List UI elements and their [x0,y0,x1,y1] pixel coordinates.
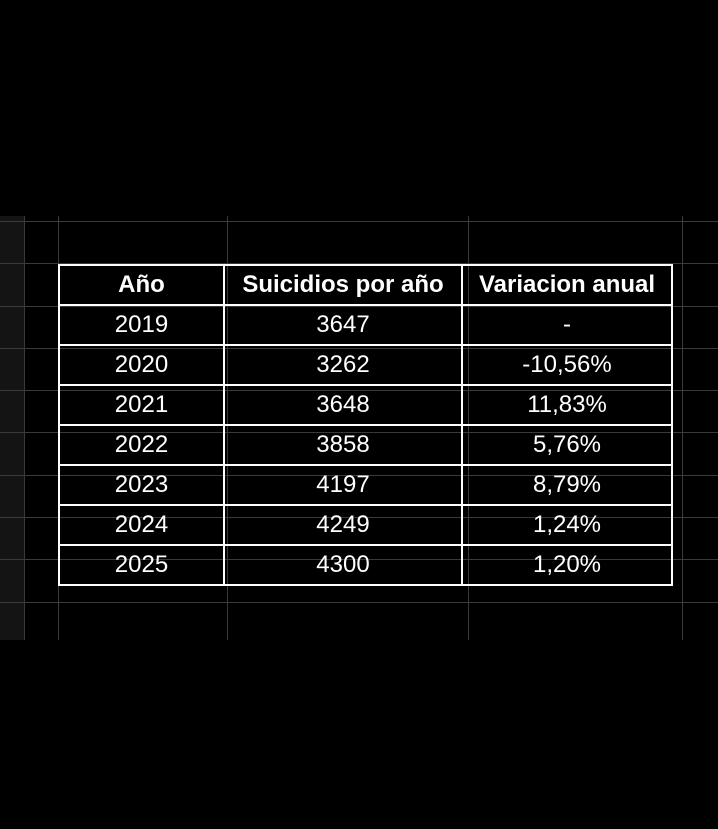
cell-variation[interactable]: 1,20% [461,544,673,586]
cell-year[interactable]: 2021 [58,384,225,426]
table-row: 2023 4197 8,79% [58,464,673,506]
header-cell-count[interactable]: Suicidios por año [223,264,463,306]
cell-year[interactable]: 2023 [58,464,225,506]
cell-variation[interactable]: 11,83% [461,384,673,426]
gridline [24,216,25,640]
cell-count[interactable]: 3648 [223,384,463,426]
cell-year[interactable]: 2022 [58,424,225,466]
cell-variation[interactable]: -10,56% [461,344,673,386]
cell-variation[interactable]: - [461,304,673,346]
gridline [0,221,718,222]
cell-variation[interactable]: 8,79% [461,464,673,506]
table-row: 2022 3858 5,76% [58,424,673,466]
table-row: 2020 3262 -10,56% [58,344,673,386]
cell-count[interactable]: 3858 [223,424,463,466]
cell-count[interactable]: 3262 [223,344,463,386]
cell-year[interactable]: 2019 [58,304,225,346]
cell-variation[interactable]: 5,76% [461,424,673,466]
row-header-strip[interactable] [0,216,24,640]
gridline [682,216,683,640]
cell-year[interactable]: 2020 [58,344,225,386]
cell-year[interactable]: 2024 [58,504,225,546]
cell-count[interactable]: 4249 [223,504,463,546]
cell-variation[interactable]: 1,24% [461,504,673,546]
cell-count[interactable]: 3647 [223,304,463,346]
table-row: 2025 4300 1,20% [58,544,673,586]
header-cell-variation[interactable]: Variacion anual [461,264,673,306]
table-row: 2019 3647 - [58,304,673,346]
cell-year[interactable]: 2025 [58,544,225,586]
gridline [0,602,718,603]
cell-count[interactable]: 4197 [223,464,463,506]
suicides-table: Año Suicidios por año Variacion anual 20… [58,264,673,586]
header-cell-year[interactable]: Año [58,264,225,306]
table-header-row: Año Suicidios por año Variacion anual [58,264,673,306]
gridline [0,263,718,264]
table-row: 2024 4249 1,24% [58,504,673,546]
cell-count[interactable]: 4300 [223,544,463,586]
table-row: 2021 3648 11,83% [58,384,673,426]
